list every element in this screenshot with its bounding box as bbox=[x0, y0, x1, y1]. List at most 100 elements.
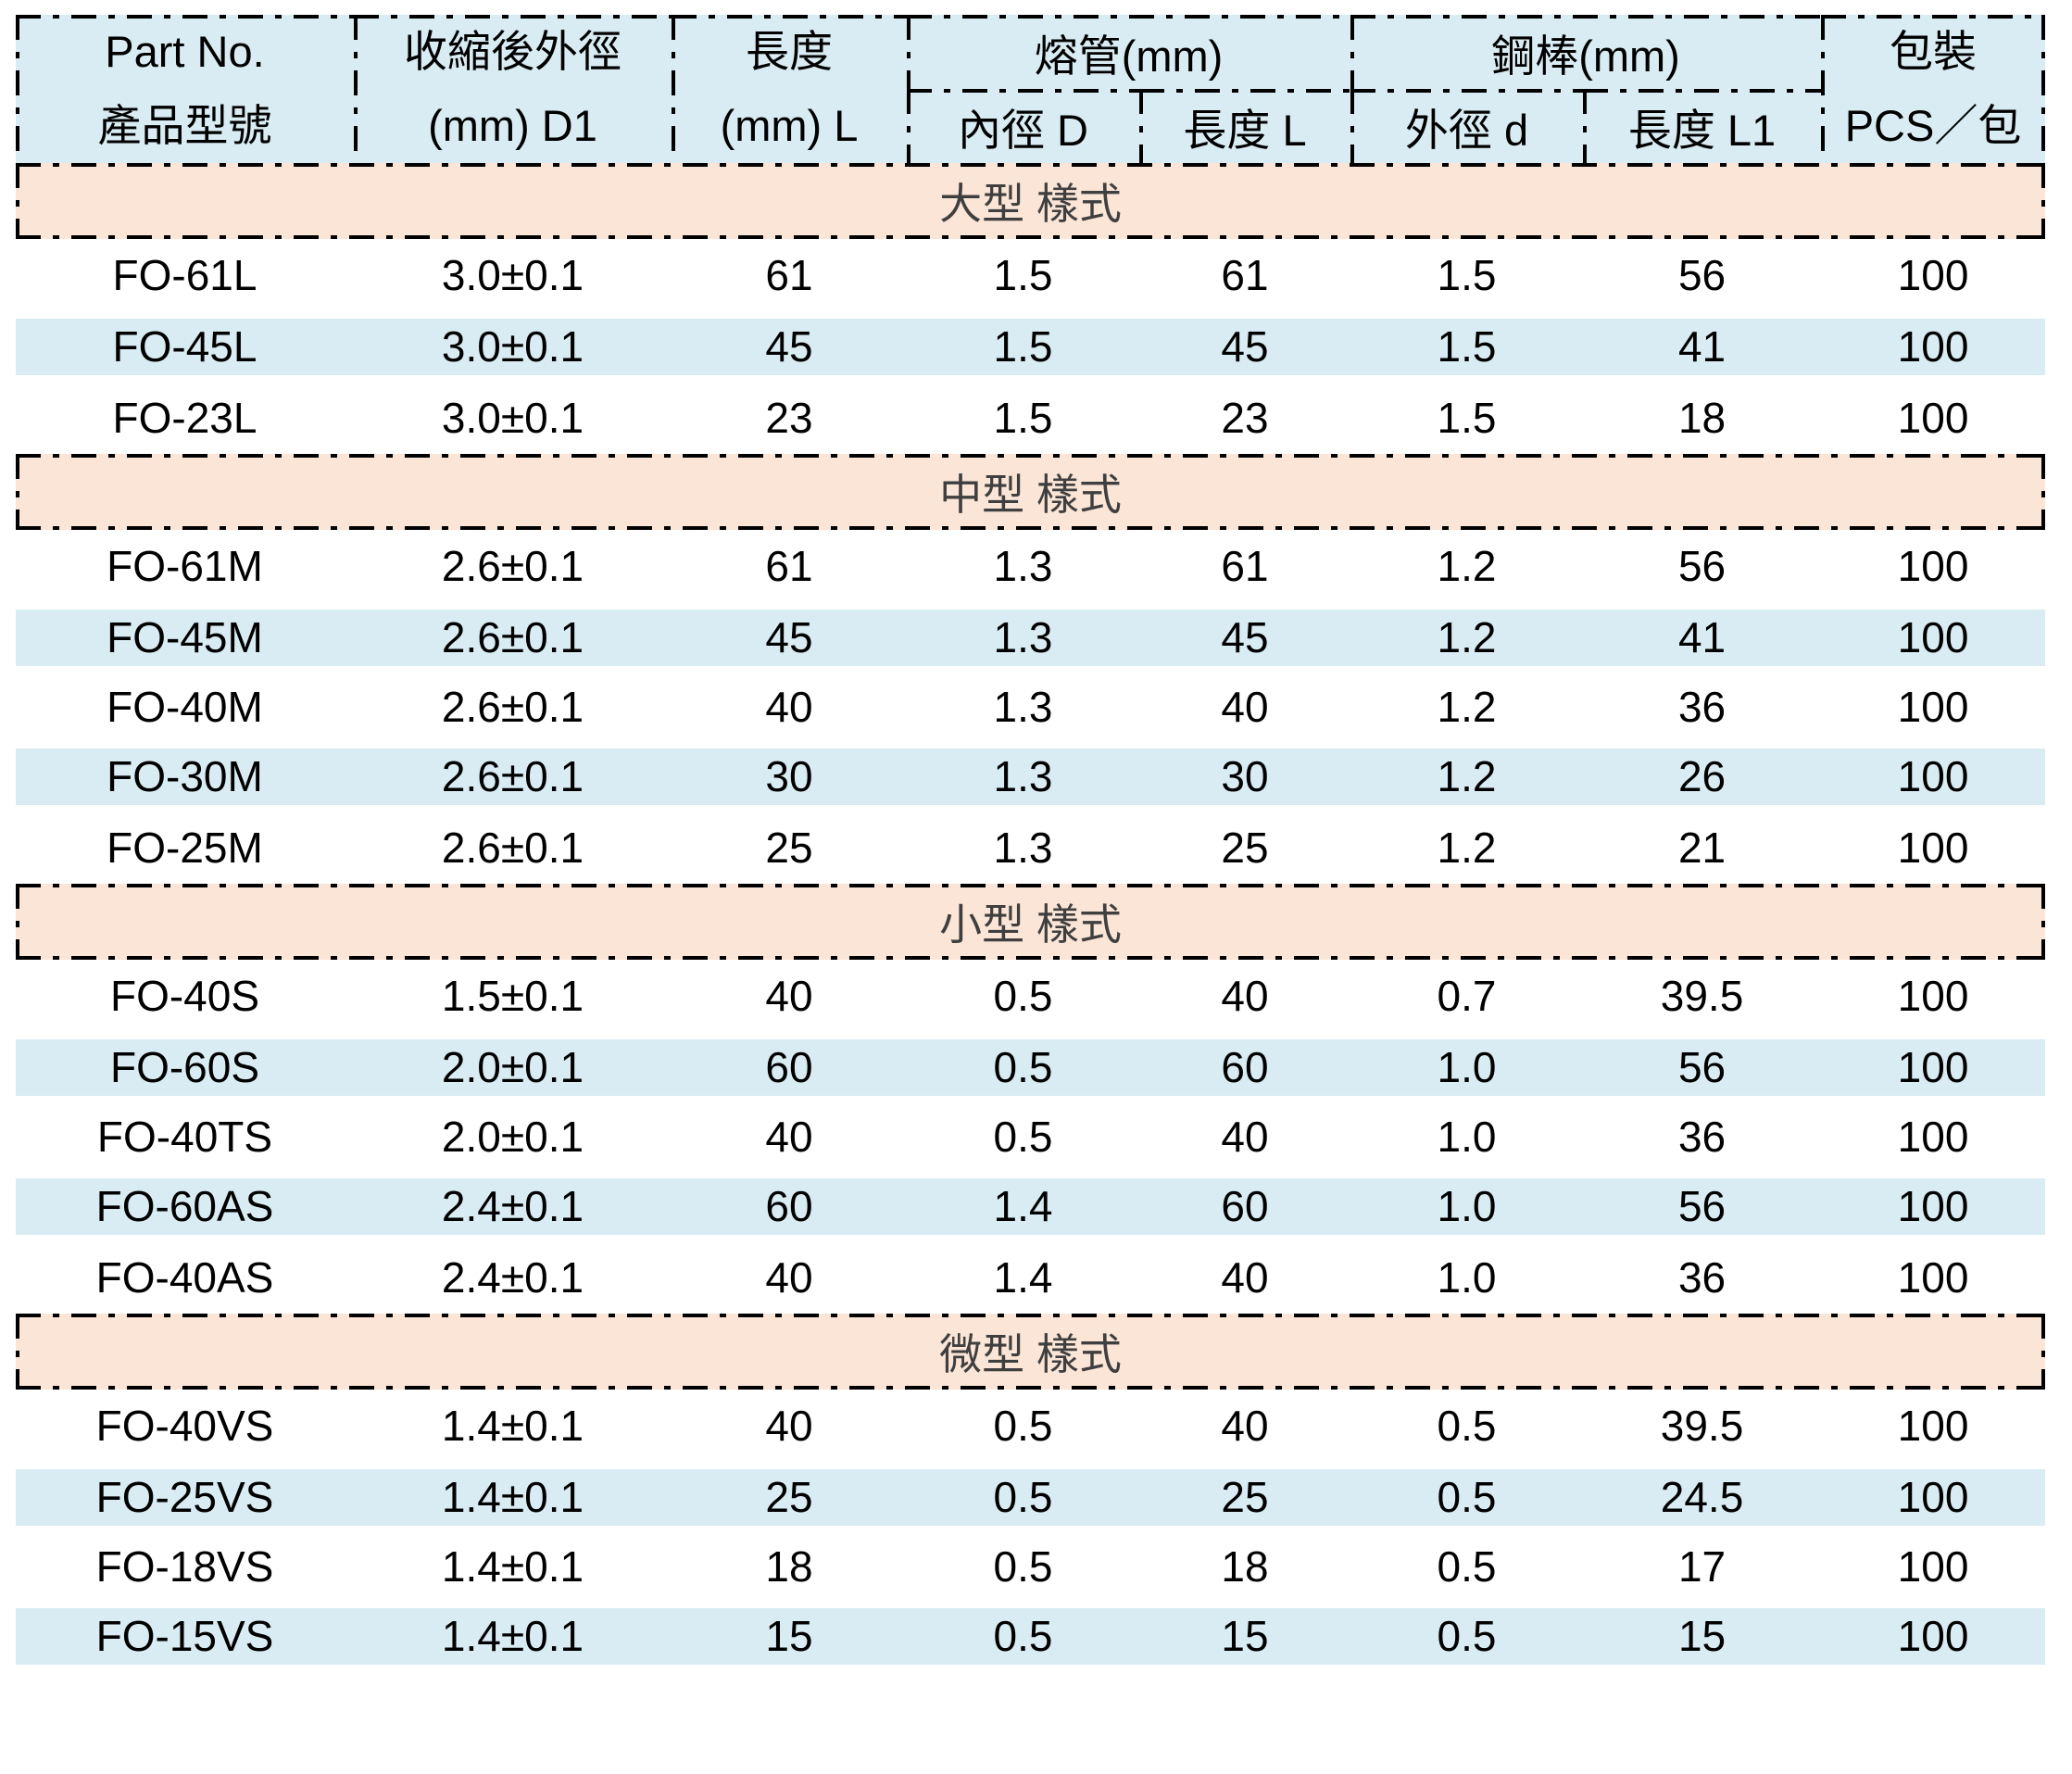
header-part-no-zh: 產品型號 bbox=[97, 101, 272, 150]
table-row: FO-15VS 1.4±0.1 15 0.5 15 0.5 15 100 bbox=[16, 1601, 2046, 1671]
cell-length: 15 bbox=[672, 1601, 907, 1671]
cell-shrink-od: 1.5±0.1 bbox=[354, 960, 672, 1036]
product-spec-table: Part No. 產品型號 收縮後外徑 (mm) D1 長度 (mm) L 熔管… bbox=[16, 15, 2046, 1671]
section-header-small: 小型 樣式 bbox=[16, 884, 2046, 960]
header-length-unit: (mm) L bbox=[720, 101, 859, 150]
cell-fuse-length: 25 bbox=[1139, 1462, 1351, 1532]
cell-shrink-od: 2.4±0.1 bbox=[354, 1171, 672, 1241]
cell-packing: 100 bbox=[1821, 1171, 2046, 1241]
header-packing-unit: PCS／包 bbox=[1844, 101, 2022, 150]
table-row: FO-25M 2.6±0.1 25 1.3 25 1.2 21 100 bbox=[16, 808, 2046, 884]
cell-fuse-inner-dia: 0.5 bbox=[907, 1462, 1139, 1532]
cell-fuse-length: 40 bbox=[1139, 960, 1351, 1036]
cell-part-no: FO-60S bbox=[16, 1032, 354, 1102]
cell-shrink-od: 2.6±0.1 bbox=[354, 741, 672, 812]
cell-rod-outer-dia: 1.2 bbox=[1350, 741, 1584, 812]
cell-part-no: FO-45M bbox=[16, 602, 354, 673]
cell-shrink-od: 1.4±0.1 bbox=[354, 1390, 672, 1466]
cell-rod-outer-dia: 1.2 bbox=[1350, 530, 1584, 606]
cell-rod-outer-dia: 1.2 bbox=[1350, 669, 1584, 745]
cell-rod-outer-dia: 0.5 bbox=[1350, 1390, 1584, 1466]
header-cell-part-no: Part No. 產品型號 bbox=[16, 15, 354, 163]
table-row: FO-40VS 1.4±0.1 40 0.5 40 0.5 39.5 100 bbox=[16, 1390, 2046, 1466]
cell-shrink-od: 3.0±0.1 bbox=[354, 378, 672, 454]
cell-fuse-inner-dia: 1.4 bbox=[907, 1171, 1139, 1241]
cell-part-no: FO-60AS bbox=[16, 1171, 354, 1241]
cell-fuse-inner-dia: 1.5 bbox=[907, 311, 1139, 382]
cell-rod-length: 56 bbox=[1583, 239, 1822, 315]
cell-packing: 100 bbox=[1821, 602, 2046, 673]
cell-fuse-length: 40 bbox=[1139, 1390, 1351, 1466]
cell-rod-outer-dia: 1.0 bbox=[1350, 1238, 1584, 1314]
cell-part-no: FO-61M bbox=[16, 530, 354, 606]
cell-shrink-od: 2.0±0.1 bbox=[354, 1032, 672, 1102]
section-title: 大型 樣式 bbox=[16, 163, 2046, 239]
cell-part-no: FO-61L bbox=[16, 239, 354, 315]
cell-rod-length: 17 bbox=[1583, 1529, 1822, 1604]
cell-packing: 100 bbox=[1821, 311, 2046, 382]
cell-shrink-od: 1.4±0.1 bbox=[354, 1462, 672, 1532]
cell-rod-length: 39.5 bbox=[1583, 960, 1822, 1036]
table-row: FO-45L 3.0±0.1 45 1.5 45 1.5 41 100 bbox=[16, 311, 2046, 382]
cell-fuse-inner-dia: 1.4 bbox=[907, 1238, 1139, 1314]
header-cell-fuse-inner-dia: 內徑 D bbox=[907, 89, 1139, 163]
cell-fuse-length: 18 bbox=[1139, 1529, 1351, 1604]
cell-length: 45 bbox=[672, 311, 907, 382]
cell-part-no: FO-15VS bbox=[16, 1601, 354, 1671]
cell-length: 45 bbox=[672, 602, 907, 673]
table-row: FO-23L 3.0±0.1 23 1.5 23 1.5 18 100 bbox=[16, 378, 2046, 454]
cell-part-no: FO-40AS bbox=[16, 1238, 354, 1314]
cell-shrink-od: 3.0±0.1 bbox=[354, 239, 672, 315]
section-title: 微型 樣式 bbox=[16, 1314, 2046, 1390]
header-cell-rod-length: 長度 L1 bbox=[1583, 89, 1822, 163]
table-row: FO-18VS 1.4±0.1 18 0.5 18 0.5 17 100 bbox=[16, 1529, 2046, 1604]
cell-fuse-inner-dia: 1.3 bbox=[907, 602, 1139, 673]
cell-packing: 100 bbox=[1821, 741, 2046, 812]
cell-shrink-od: 3.0±0.1 bbox=[354, 311, 672, 382]
cell-rod-length: 36 bbox=[1583, 1238, 1822, 1314]
cell-part-no: FO-18VS bbox=[16, 1529, 354, 1604]
table-row: FO-40M 2.6±0.1 40 1.3 40 1.2 36 100 bbox=[16, 669, 2046, 745]
section-header-large: 大型 樣式 bbox=[16, 163, 2046, 239]
header-cell-shrink-od: 收縮後外徑 (mm) D1 bbox=[354, 15, 672, 163]
cell-length: 23 bbox=[672, 378, 907, 454]
cell-rod-outer-dia: 1.0 bbox=[1350, 1099, 1584, 1175]
header-row-2: 內徑 D 長度 L 外徑 d 長度 L1 bbox=[16, 89, 2045, 163]
table-row: FO-40AS 2.4±0.1 40 1.4 40 1.0 36 100 bbox=[16, 1238, 2046, 1314]
cell-packing: 100 bbox=[1821, 378, 2046, 454]
cell-packing: 100 bbox=[1821, 1099, 2046, 1175]
header-row-1: Part No. 產品型號 收縮後外徑 (mm) D1 長度 (mm) L 熔管… bbox=[16, 15, 2046, 163]
cell-length: 40 bbox=[672, 1099, 907, 1175]
header-shrink-od-label: 收縮後外徑 bbox=[404, 27, 622, 76]
cell-rod-length: 21 bbox=[1583, 808, 1822, 884]
header-cell-fuse-length: 長度 L bbox=[1139, 89, 1351, 163]
header-cell-length: 長度 (mm) L bbox=[672, 15, 907, 163]
cell-fuse-inner-dia: 0.5 bbox=[907, 1601, 1139, 1671]
cell-fuse-length: 60 bbox=[1139, 1032, 1351, 1102]
cell-shrink-od: 2.6±0.1 bbox=[354, 530, 672, 606]
section-header-micro: 微型 樣式 bbox=[16, 1314, 2046, 1390]
cell-fuse-inner-dia: 1.3 bbox=[907, 808, 1139, 884]
cell-length: 40 bbox=[672, 1238, 907, 1314]
table-row: FO-45M 2.6±0.1 45 1.3 45 1.2 41 100 bbox=[16, 602, 2046, 673]
cell-length: 40 bbox=[672, 1390, 907, 1466]
cell-fuse-inner-dia: 0.5 bbox=[907, 960, 1139, 1036]
cell-length: 40 bbox=[672, 960, 907, 1036]
cell-packing: 100 bbox=[1821, 960, 2046, 1036]
cell-packing: 100 bbox=[1821, 1462, 2046, 1532]
section-title: 小型 樣式 bbox=[16, 884, 2046, 960]
cell-fuse-inner-dia: 1.5 bbox=[907, 239, 1139, 315]
cell-length: 18 bbox=[672, 1529, 907, 1604]
page: Part No. 產品型號 收縮後外徑 (mm) D1 長度 (mm) L 熔管… bbox=[16, 15, 2046, 1671]
cell-fuse-length: 61 bbox=[1139, 530, 1351, 606]
cell-shrink-od: 2.6±0.1 bbox=[354, 808, 672, 884]
cell-fuse-inner-dia: 1.5 bbox=[907, 378, 1139, 454]
cell-rod-outer-dia: 1.5 bbox=[1350, 378, 1584, 454]
cell-fuse-inner-dia: 0.5 bbox=[907, 1529, 1139, 1604]
cell-rod-outer-dia: 0.5 bbox=[1350, 1462, 1584, 1532]
header-group-fuse-tube: 熔管(mm) bbox=[907, 15, 1351, 89]
cell-fuse-length: 61 bbox=[1139, 239, 1351, 315]
cell-length: 61 bbox=[672, 530, 907, 606]
cell-rod-outer-dia: 0.5 bbox=[1350, 1601, 1584, 1671]
cell-rod-outer-dia: 0.5 bbox=[1350, 1529, 1584, 1604]
